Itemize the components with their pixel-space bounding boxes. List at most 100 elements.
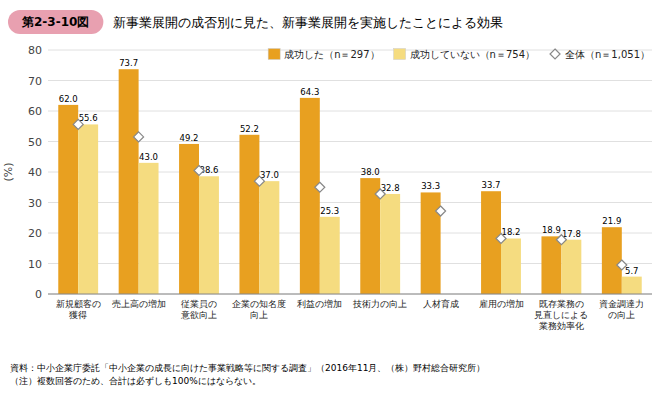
- y-tick-label: 40: [28, 166, 42, 179]
- data-label: 62.0: [59, 94, 78, 104]
- legend-swatch: [394, 49, 406, 60]
- marks: [58, 69, 641, 294]
- x-tick-label: 従業員の意欲向上: [180, 299, 217, 320]
- bar: [561, 240, 581, 294]
- bar: [541, 236, 561, 294]
- x-tick-label-line: 獲得: [69, 310, 87, 320]
- bar: [259, 181, 279, 294]
- y-tick-label: 80: [28, 44, 42, 57]
- title: 新事業展開の成否別に見た、新事業展開を実施したことによる効果: [113, 15, 503, 30]
- x-tick-label: 企業の知名度向上: [232, 299, 286, 320]
- x-tick-label-line: 利益の増加: [297, 299, 342, 309]
- x-tick-label: 資金調達力の向上: [599, 299, 644, 320]
- y-tick-label: 20: [28, 227, 42, 240]
- footer-note: （注）複数回答のため、合計は必ずしも100%にはならない。: [10, 376, 261, 386]
- x-tick-label-line: 雇用の増加: [479, 299, 524, 309]
- x-tick-label-line: 人材育成: [423, 299, 459, 309]
- x-tick-label: 売上高の増加: [112, 299, 166, 309]
- data-label: 52.2: [240, 124, 259, 134]
- figure-label-box: [8, 10, 103, 34]
- x-tick-label-line: 見直しによる: [534, 310, 588, 320]
- overall-marker: [315, 182, 325, 192]
- bar: [421, 192, 441, 294]
- x-tick-label: 既存業務の見直しによる業務効率化: [534, 299, 588, 331]
- bar: [380, 194, 400, 294]
- x-tick-label-line: の向上: [608, 310, 635, 320]
- legend-label: 成功した（n＝297）: [284, 49, 379, 60]
- legend-marker: [550, 49, 560, 59]
- overall-marker: [436, 206, 446, 216]
- footer-note: 資料：中小企業庁委託「中小企業の成長に向けた事業戦略等に関する調査」（2016年…: [10, 363, 485, 373]
- bar: [139, 163, 159, 294]
- x-tick-label: 人材育成: [423, 299, 459, 309]
- legend-label: 全体（n＝1,051）: [565, 49, 650, 60]
- legend: 成功した（n＝297） 成功していない（n＝754） 全体（n＝1,051）: [268, 49, 650, 61]
- overall-marker: [556, 235, 566, 245]
- grid-line: [48, 294, 652, 295]
- data-label: 64.3: [300, 87, 319, 97]
- data-label: 73.7: [119, 58, 138, 68]
- x-tick-label-line: 技術力の向上: [352, 299, 407, 309]
- x-tick-label: 技術力の向上: [352, 299, 407, 309]
- overall-markers: [73, 119, 627, 270]
- x-axis: 新規顧客の獲得売上高の増加従業員の意欲向上企業の知名度向上利益の増加技術力の向上…: [56, 299, 645, 331]
- bar: [320, 217, 340, 294]
- bar: [239, 135, 259, 294]
- bar: [199, 176, 219, 294]
- legend-item: 成功した（n＝297）: [268, 49, 379, 61]
- overall-marker: [73, 119, 83, 129]
- data-label: 21.9: [602, 216, 621, 226]
- y-tick-label: 0: [35, 288, 42, 301]
- x-tick-label-line: 向上: [250, 310, 268, 320]
- x-tick-label: 雇用の増加: [479, 299, 524, 309]
- figure-label: 第2-3-10図: [8, 10, 103, 34]
- x-tick-label-line: 意欲向上: [180, 310, 217, 320]
- legend-swatch: [268, 49, 280, 60]
- overall-marker: [194, 165, 204, 175]
- bar: [58, 105, 78, 294]
- legend-label: 成功していない（n＝754）: [410, 49, 535, 60]
- x-tick-label: 新規顧客の獲得: [56, 299, 101, 320]
- y-tick-label: 10: [28, 258, 42, 271]
- bar: [602, 227, 622, 294]
- data-label: 43.0: [139, 152, 158, 162]
- y-tick-label: 30: [28, 197, 42, 210]
- y-axis: 01020304050607080: [28, 44, 42, 301]
- x-axis-line: [48, 294, 652, 295]
- legend-item: 成功していない（n＝754）: [394, 49, 535, 61]
- bar: [78, 124, 98, 294]
- y-tick-label: 60: [28, 105, 42, 118]
- overall-marker: [375, 189, 385, 199]
- data-label: 33.7: [482, 180, 501, 190]
- data-label: 5.7: [625, 266, 639, 276]
- x-tick-label-line: 企業の知名度: [232, 299, 286, 309]
- overall-marker: [496, 233, 506, 243]
- bar: [481, 191, 501, 294]
- x-tick-label-line: 売上高の増加: [112, 299, 166, 309]
- data-label: 38.0: [361, 167, 380, 177]
- bar: [300, 98, 320, 294]
- bar: [179, 144, 199, 294]
- x-tick-label-line: 資金調達力: [599, 299, 644, 309]
- data-label: 49.2: [180, 133, 199, 143]
- data-labels: 62.0 73.7 49.2 52.2 64.3 38.0 33.3 33.7 18.9 21.9…: [59, 58, 639, 275]
- bar: [501, 238, 521, 294]
- bar: [119, 69, 139, 294]
- x-tick-label-line: 新規顧客の: [56, 299, 101, 309]
- y-axis-label: (%): [2, 162, 15, 181]
- grid: [48, 50, 652, 294]
- figure-label-text: 第2-3-10図: [21, 15, 89, 29]
- data-label: 33.3: [421, 181, 440, 191]
- overall-marker: [617, 260, 627, 270]
- x-tick-label: 利益の増加: [297, 299, 342, 309]
- overall-marker: [134, 132, 144, 142]
- bar: [622, 277, 642, 294]
- y-tick-label: 70: [28, 75, 42, 88]
- overall-marker: [254, 176, 264, 186]
- data-label: 25.3: [320, 206, 339, 216]
- x-tick-label-line: 従業員の: [181, 299, 217, 309]
- x-tick-label-line: 既存業務の: [539, 299, 584, 309]
- chart: 第2-3-10図 新事業展開の成否別に見た、新事業展開を実施したことによる効果 0 1…: [0, 0, 664, 393]
- data-label: 18.9: [542, 225, 561, 235]
- legend-item: 全体（n＝1,051）: [550, 49, 650, 60]
